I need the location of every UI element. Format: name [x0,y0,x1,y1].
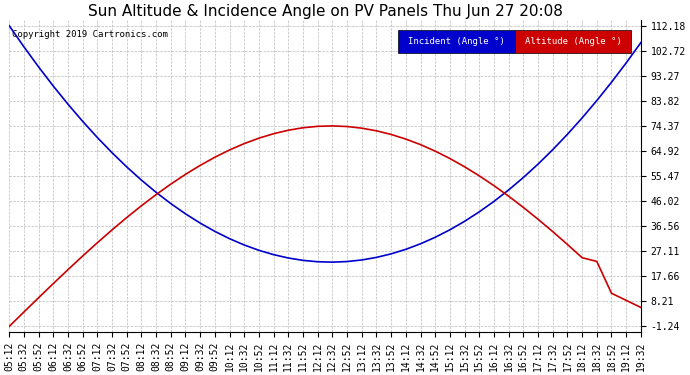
Text: Incident (Angle °): Incident (Angle °) [408,37,504,46]
Text: Altitude (Angle °): Altitude (Angle °) [524,37,621,46]
Title: Sun Altitude & Incidence Angle on PV Panels Thu Jun 27 20:08: Sun Altitude & Incidence Angle on PV Pan… [88,4,562,19]
Text: Copyright 2019 Cartronics.com: Copyright 2019 Cartronics.com [12,30,168,39]
FancyBboxPatch shape [515,30,631,53]
FancyBboxPatch shape [397,30,515,53]
